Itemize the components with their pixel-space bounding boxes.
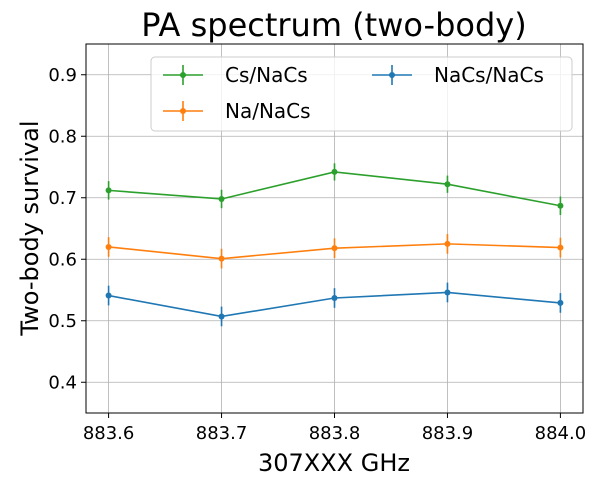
- y-tick-label: 0.8: [48, 126, 77, 147]
- legend-entry-na-nacs: Na/NaCs: [163, 99, 311, 123]
- series-nacs-nacs: [105, 282, 564, 327]
- x-tick-label: 883.9: [422, 423, 474, 444]
- legend-marker: [180, 72, 186, 78]
- axis-ticks: [81, 74, 561, 418]
- x-tick-label: 884.0: [535, 423, 587, 444]
- data-point: [444, 289, 451, 296]
- x-tick-label: 883.6: [83, 423, 135, 444]
- data-point: [331, 294, 338, 301]
- data-point: [105, 292, 112, 299]
- y-tick-label: 0.9: [48, 65, 77, 86]
- legend-label: NaCs/NaCs: [434, 63, 544, 87]
- data-point: [218, 195, 225, 202]
- legend-marker: [389, 72, 395, 78]
- y-tick-label: 0.7: [48, 188, 77, 209]
- data-point: [218, 255, 225, 262]
- data-point: [218, 313, 225, 320]
- x-tick-label: 883.8: [309, 423, 361, 444]
- legend-label: Cs/NaCs: [225, 63, 308, 87]
- data-point: [557, 202, 564, 209]
- data-point: [557, 299, 564, 306]
- chart-title: PA spectrum (two-body): [141, 6, 526, 44]
- data-point: [105, 243, 112, 250]
- y-tick-label: 0.4: [48, 372, 77, 393]
- y-tick-label: 0.5: [48, 311, 77, 332]
- y-tick-label: 0.6: [48, 249, 77, 270]
- legend-box: [150, 56, 573, 132]
- y-axis-label: Two-body survival: [16, 120, 44, 336]
- data-point: [444, 240, 451, 247]
- x-axis-label: 307XXX GHz: [258, 449, 410, 477]
- series-cs-nacs: [105, 163, 564, 215]
- data-point: [331, 245, 338, 252]
- legend-label: Na/NaCs: [225, 99, 311, 123]
- legend-entry-cs-nacs: Cs/NaCs: [163, 63, 308, 87]
- legend-entry-nacs-nacs: NaCs/NaCs: [372, 63, 544, 87]
- legend-marker: [180, 108, 186, 114]
- series-layer: [105, 163, 564, 327]
- legend: Cs/NaCs Na/NaCs NaCs/NaCs: [150, 56, 573, 132]
- data-point: [444, 181, 451, 188]
- data-point: [331, 168, 338, 175]
- series-na-nacs: [105, 234, 564, 269]
- x-tick-label: 883.7: [196, 423, 248, 444]
- data-point: [105, 187, 112, 194]
- data-point: [557, 244, 564, 251]
